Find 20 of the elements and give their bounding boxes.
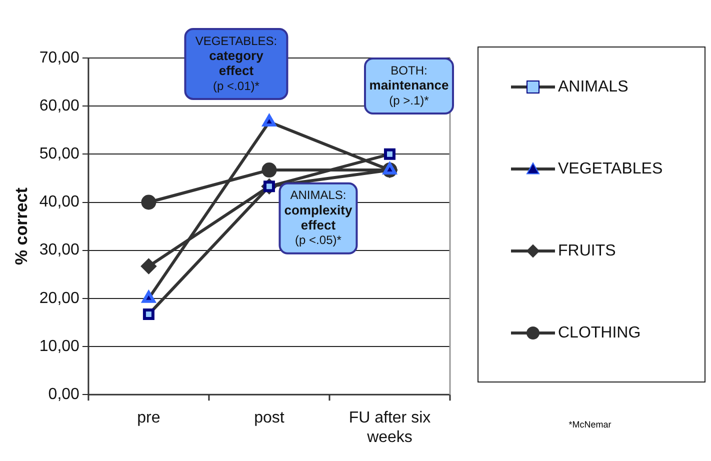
annotation: BOTH: maintenance (p >.1)* [369, 63, 449, 108]
x-tick-label: pre [137, 410, 160, 427]
y-tick-label: 30,00 [39, 242, 80, 259]
x-tick-label: FU after six weeks [348, 410, 431, 446]
legend-label: FRUITS [558, 242, 616, 260]
legend-label: CLOTHING [558, 324, 641, 342]
y-tick-label: 50,00 [39, 146, 80, 163]
y-tick-label: 10,00 [39, 338, 80, 355]
legend-label: ANIMALS [558, 78, 628, 96]
y-tick-label: 20,00 [39, 290, 80, 307]
y-tick-label: 0,00 [48, 386, 80, 404]
annotation: VEGETABLES: category effect (p <.01)* [195, 34, 278, 93]
text: *McNemar [568, 419, 612, 430]
y-tick-label: 70,00 [39, 49, 80, 66]
x-tick-label: post [254, 410, 285, 427]
legend-label: VEGETABLES [558, 160, 663, 178]
y-tick-label: 40,00 [39, 194, 80, 211]
annotation: ANIMALS: complexity effect (p <.05)* [284, 188, 353, 248]
y-axis-title: % correct [12, 187, 31, 266]
y-tick-label: 60,00 [39, 97, 80, 114]
